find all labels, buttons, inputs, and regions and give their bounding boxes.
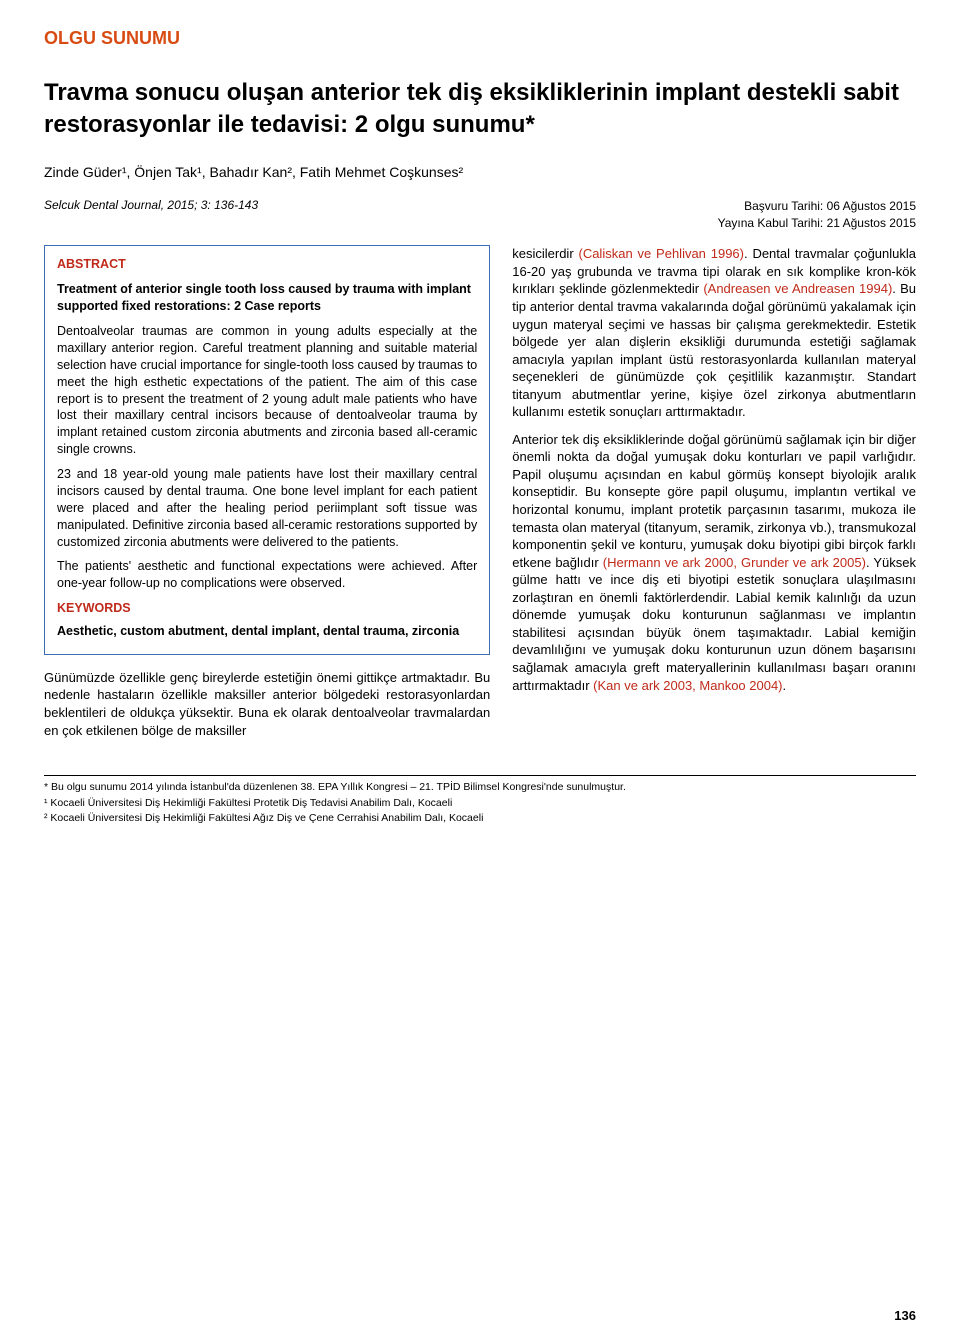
meta-row: Selcuk Dental Journal, 2015; 3: 136-143 … xyxy=(44,198,916,232)
citation: (Kan ve ark 2003, Mankoo 2004) xyxy=(593,678,782,693)
abstract-paragraph: 23 and 18 year-old young male patients h… xyxy=(57,466,477,550)
page: OLGU SUNUMU Travma sonucu oluşan anterio… xyxy=(0,0,960,1335)
abstract-paragraph: The patients' aesthetic and functional e… xyxy=(57,558,477,592)
citation: (Andreasen ve Andreasen 1994) xyxy=(703,281,892,296)
page-number: 136 xyxy=(894,1308,916,1323)
journal-ref: Selcuk Dental Journal, 2015; 3: 136-143 xyxy=(44,198,258,232)
submission-dates: Başvuru Tarihi: 06 Ağustos 2015 Yayına K… xyxy=(718,198,916,232)
body-paragraph: Anterior tek diş eksikliklerinde doğal g… xyxy=(512,431,916,694)
footnote: * Bu olgu sunumu 2014 yılında İstanbul'd… xyxy=(44,780,916,795)
footnote: ¹ Kocaeli Üniversitesi Diş Hekimliği Fak… xyxy=(44,796,916,811)
article-title: Travma sonucu oluşan anterior tek diş ek… xyxy=(44,77,916,142)
footnotes: * Bu olgu sunumu 2014 yılında İstanbul'd… xyxy=(44,775,916,826)
abstract-label: ABSTRACT xyxy=(57,256,477,273)
date-accepted: Yayına Kabul Tarihi: 21 Ağustos 2015 xyxy=(718,215,916,232)
left-body-text: Günümüzde özellikle genç bireylerde este… xyxy=(44,669,490,739)
article-authors: Zinde Güder¹, Önjen Tak¹, Bahadır Kan², … xyxy=(44,164,916,180)
keywords-label: KEYWORDS xyxy=(57,600,477,617)
abstract-subtitle: Treatment of anterior single tooth loss … xyxy=(57,281,477,315)
abstract-paragraph: Dentoalveolar traumas are common in youn… xyxy=(57,323,477,458)
two-column-layout: ABSTRACT Treatment of anterior single to… xyxy=(44,245,916,749)
article-category: OLGU SUNUMU xyxy=(44,28,916,49)
left-column: ABSTRACT Treatment of anterior single to… xyxy=(44,245,490,749)
keywords-text: Aesthetic, custom abutment, dental impla… xyxy=(57,623,477,640)
body-paragraph: kesicilerdir (Caliskan ve Pehlivan 1996)… xyxy=(512,245,916,420)
citation: (Caliskan ve Pehlivan 1996) xyxy=(578,246,744,261)
body-paragraph: Günümüzde özellikle genç bireylerde este… xyxy=(44,669,490,739)
date-submitted: Başvuru Tarihi: 06 Ağustos 2015 xyxy=(718,198,916,215)
citation: (Hermann ve ark 2000, Grunder ve ark 200… xyxy=(603,555,866,570)
abstract-box: ABSTRACT Treatment of anterior single to… xyxy=(44,245,490,655)
footnote: ² Kocaeli Üniversitesi Diş Hekimliği Fak… xyxy=(44,811,916,826)
right-column: kesicilerdir (Caliskan ve Pehlivan 1996)… xyxy=(512,245,916,749)
